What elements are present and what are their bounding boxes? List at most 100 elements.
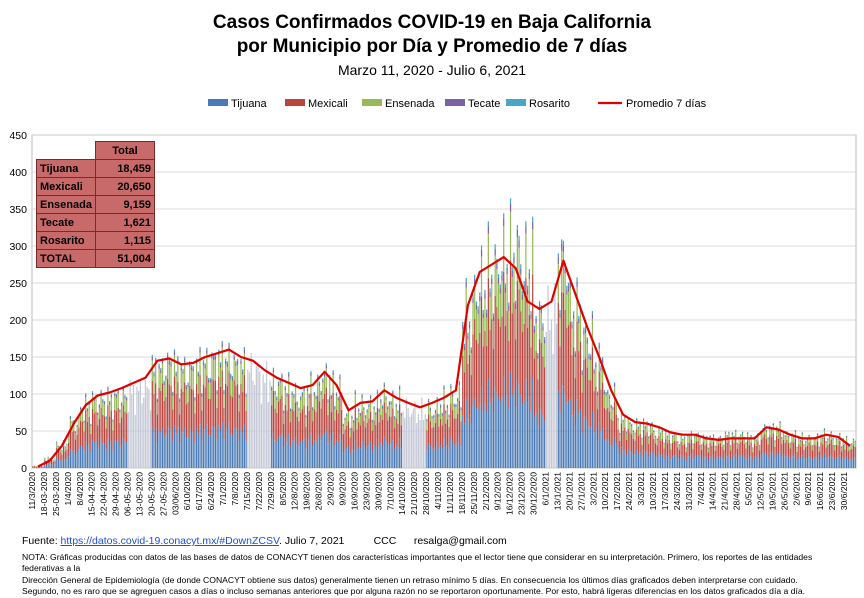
bar-segment-rosarito	[148, 389, 149, 391]
bar-segment-rosarito	[827, 438, 828, 439]
bar-segment-mexicali	[820, 442, 821, 456]
bar-segment-rosarito	[478, 306, 479, 309]
bar-segment-tijuana	[46, 465, 47, 468]
bar-segment-mexicali	[324, 394, 325, 433]
x-tick-label: 1/4/2020	[63, 472, 73, 506]
bar-segment-ensenada	[418, 416, 419, 426]
bar-segment-ensenada	[128, 415, 129, 425]
bar-segment-ensenada	[663, 444, 664, 449]
bar-segment-tecate	[281, 375, 282, 378]
bar-segment-ensenada	[588, 359, 589, 380]
bar-segment-tecate	[181, 367, 182, 370]
bar-segment-tijuana	[607, 440, 608, 468]
bar-segment-ensenada	[263, 379, 264, 396]
bar-segment-tijuana	[41, 467, 42, 468]
bar-segment-mexicali	[208, 399, 209, 436]
bar-segment-ensenada	[563, 252, 564, 293]
bar-segment-mexicali	[397, 424, 398, 448]
bar-segment-ensenada	[404, 420, 405, 429]
bar-segment-tecate	[553, 356, 554, 359]
bar-segment-ensenada	[150, 413, 151, 423]
bar-segment-rosarito	[80, 407, 81, 408]
bar-segment-tijuana	[582, 433, 583, 468]
bar-segment-tijuana	[481, 388, 482, 468]
bar-segment-ensenada	[375, 415, 376, 425]
bar-segment-tijuana	[501, 397, 502, 468]
x-tick-label: 12/8/2020	[290, 472, 300, 510]
bar-segment-tecate	[87, 409, 88, 411]
bar-segment-tijuana	[565, 394, 566, 468]
bar-segment-mexicali	[256, 390, 257, 432]
bar-segment-mexicali	[274, 409, 275, 441]
bar-segment-rosarito	[136, 387, 137, 389]
bar-segment-mexicali	[203, 385, 204, 429]
source-line: Fuente: https://datos.covid-19.conacyt.m…	[22, 535, 507, 547]
bar-segment-mexicali	[708, 452, 709, 460]
source-link[interactable]: https://datos.covid-19.conacyt.mx/#DownZ…	[61, 535, 279, 547]
bar-segment-rosarito	[583, 327, 584, 330]
bar-segment-mexicali	[305, 427, 306, 449]
bar-segment-tijuana	[396, 445, 397, 468]
bar-segment-rosarito	[592, 311, 593, 314]
bar-segment-rosarito	[421, 398, 422, 399]
bar-segment-tijuana	[768, 457, 769, 468]
bar-segment-tecate	[742, 433, 743, 434]
bar-segment-tecate	[785, 436, 786, 437]
bar-segment-tecate	[387, 407, 388, 409]
bar-segment-rosarito	[314, 392, 315, 394]
bar-segment-tijuana	[817, 456, 818, 468]
bar-segment-ensenada	[126, 400, 127, 413]
bar-segment-mexicali	[317, 396, 318, 434]
bar-segment-mexicali	[102, 415, 103, 443]
bar-segment-tecate	[297, 403, 298, 405]
bar-segment-tecate	[314, 393, 315, 395]
bar-segment-tijuana	[389, 444, 390, 468]
bar-segment-mexicali	[128, 425, 129, 448]
bar-segment-ensenada	[118, 394, 119, 408]
bar-segment-mexicali	[585, 358, 586, 416]
bar-segment-tijuana	[247, 433, 248, 468]
bar-segment-tecate	[336, 394, 337, 396]
bar-segment-tijuana	[583, 417, 584, 468]
bar-segment-rosarito	[104, 401, 105, 402]
bar-segment-tecate	[370, 397, 371, 399]
bar-segment-tijuana	[723, 460, 724, 468]
bar-segment-tecate	[525, 226, 526, 233]
y-tick-label: 350	[9, 204, 27, 216]
bar-segment-tijuana	[39, 467, 40, 468]
bar-segment-ensenada	[575, 357, 576, 378]
bar-segment-mexicali	[396, 418, 397, 444]
bar-segment-tijuana	[184, 428, 185, 468]
bar-segment-ensenada	[629, 424, 630, 432]
x-tick-label: 23/6/2021	[827, 472, 837, 510]
bar-segment-mexicali	[803, 450, 804, 460]
bar-segment-tecate	[288, 374, 289, 377]
bar-segment-rosarito	[184, 357, 185, 359]
bar-segment-ensenada	[92, 395, 93, 409]
bar-segment-mexicali	[653, 439, 654, 455]
bar-segment-tecate	[315, 397, 316, 399]
bar-segment-mexicali	[571, 355, 572, 415]
bar-segment-mexicali	[778, 439, 779, 455]
bar-segment-tecate	[269, 382, 270, 385]
bar-segment-mexicali	[97, 425, 98, 448]
bar-segment-tecate	[435, 411, 436, 413]
bar-segment-mexicali	[187, 402, 188, 437]
bar-segment-tecate	[158, 366, 159, 369]
bar-segment-rosarito	[198, 372, 199, 374]
bar-segment-ensenada	[737, 444, 738, 449]
bar-segment-rosarito	[493, 313, 494, 316]
bar-segment-rosarito	[230, 374, 231, 376]
bar-segment-mexicali	[60, 451, 61, 460]
bar-segment-mexicali	[312, 421, 313, 446]
bar-segment-rosarito	[187, 383, 188, 385]
bar-segment-rosarito	[334, 406, 335, 407]
bar-segment-rosarito	[201, 393, 202, 395]
bar-segment-tecate	[795, 431, 796, 432]
bar-segment-rosarito	[387, 406, 388, 407]
bar-segment-ensenada	[573, 319, 574, 347]
bar-segment-ensenada	[290, 411, 291, 422]
bar-segment-mexicali	[176, 394, 177, 434]
bar-segment-tijuana	[822, 457, 823, 468]
bar-segment-tecate	[56, 442, 57, 443]
